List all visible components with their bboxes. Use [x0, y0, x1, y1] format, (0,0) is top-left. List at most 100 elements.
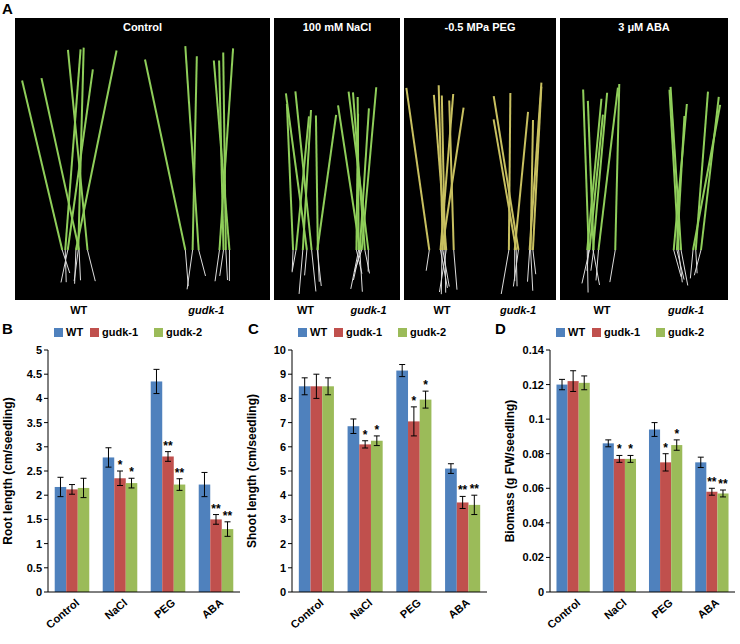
- root: [365, 250, 370, 273]
- significance: *: [129, 465, 134, 479]
- legend-label: WT: [66, 326, 83, 338]
- photo-background: [15, 18, 270, 300]
- error-cap: [581, 375, 587, 376]
- leaf: [533, 87, 541, 250]
- leaf: [22, 81, 62, 250]
- significance: *: [423, 378, 428, 392]
- error-cap: [674, 450, 680, 451]
- x-axis: [292, 592, 487, 593]
- leaf: [615, 84, 619, 250]
- error-stem: [120, 471, 121, 486]
- root: [79, 250, 80, 280]
- error-stem: [365, 441, 366, 448]
- error-bar: [460, 496, 466, 508]
- error-bar: [709, 488, 715, 495]
- error-bar: [81, 478, 87, 497]
- seedlings: [669, 87, 720, 286]
- error-cap: [105, 447, 111, 448]
- legend-label: WT: [568, 326, 585, 338]
- error-stem: [425, 391, 426, 408]
- y-axis: [48, 350, 49, 592]
- error-bar: [153, 369, 159, 393]
- error-bar: [423, 391, 429, 408]
- root: [61, 250, 68, 282]
- error-bar: [471, 495, 477, 514]
- seedlings: [582, 84, 619, 293]
- y-axis: [292, 350, 293, 592]
- error-bar: [652, 423, 658, 437]
- y-tick: [288, 374, 292, 375]
- y-tick: [288, 422, 292, 423]
- significance: **: [163, 439, 173, 453]
- x-tick-label: PEG: [152, 596, 178, 620]
- leaf: [530, 83, 542, 250]
- seedlings: [286, 91, 336, 294]
- y-tick-label: 7: [280, 417, 286, 429]
- error-cap: [213, 524, 219, 525]
- seedlings: [338, 87, 376, 291]
- y-tick: [44, 398, 48, 399]
- error-stem: [676, 440, 677, 450]
- error-stem: [562, 379, 563, 389]
- leaf: [349, 92, 369, 250]
- leaf: [317, 115, 336, 250]
- error-stem: [108, 448, 109, 467]
- error-cap: [559, 389, 565, 390]
- error-cap: [129, 487, 135, 488]
- root: [513, 250, 518, 286]
- error-cap: [581, 389, 587, 390]
- bar: [556, 385, 567, 592]
- leaf: [494, 96, 519, 250]
- seedlings: [22, 48, 116, 284]
- error-stem: [316, 374, 317, 398]
- leaf: [214, 61, 230, 250]
- y-tick-label: 4.5: [27, 368, 42, 380]
- error-bar: [720, 490, 726, 497]
- y-tick-label: 1: [280, 562, 286, 574]
- y-tick: [546, 488, 550, 489]
- significance: **: [223, 509, 233, 523]
- y-tick-label: 6: [280, 441, 286, 453]
- x-tick-label: PEG: [649, 596, 675, 620]
- genotype-label: WT: [297, 304, 314, 316]
- y-tick: [44, 350, 48, 351]
- leaf: [338, 105, 360, 250]
- error-stem: [573, 371, 574, 392]
- significance: **: [175, 466, 185, 480]
- bar: [603, 443, 614, 592]
- error-cap: [448, 473, 454, 474]
- genotype-label: gudk-1: [187, 304, 224, 316]
- plot-area: [556, 371, 728, 592]
- y-tick: [44, 495, 48, 496]
- y-tick: [44, 471, 48, 472]
- error-cap: [302, 377, 308, 378]
- legend-swatch: [54, 328, 63, 337]
- leaf: [669, 90, 678, 250]
- error-stem: [722, 490, 723, 497]
- bar: [660, 462, 671, 592]
- leaf: [295, 91, 311, 250]
- y-tick-label: 0.12: [523, 379, 544, 391]
- legend-swatch: [592, 328, 601, 337]
- y-tick: [288, 471, 292, 472]
- photo-background: [560, 18, 728, 300]
- error-cap: [81, 497, 87, 498]
- error-bar: [362, 441, 368, 448]
- root: [292, 250, 296, 271]
- error-cap: [570, 391, 576, 392]
- error-cap: [411, 435, 417, 436]
- error-stem: [179, 479, 180, 491]
- error-cap: [709, 495, 715, 496]
- bar: [348, 426, 360, 592]
- error-cap: [559, 379, 565, 380]
- y-tick: [288, 446, 292, 447]
- y-tick: [288, 543, 292, 544]
- leaf: [701, 97, 719, 250]
- panel-label: D: [495, 320, 506, 337]
- bar: [199, 485, 211, 592]
- error-stem: [654, 423, 655, 437]
- y-tick-label: 0.5: [27, 562, 42, 574]
- error-cap: [117, 485, 123, 486]
- error-bar: [105, 448, 111, 467]
- seedlings: [494, 83, 542, 294]
